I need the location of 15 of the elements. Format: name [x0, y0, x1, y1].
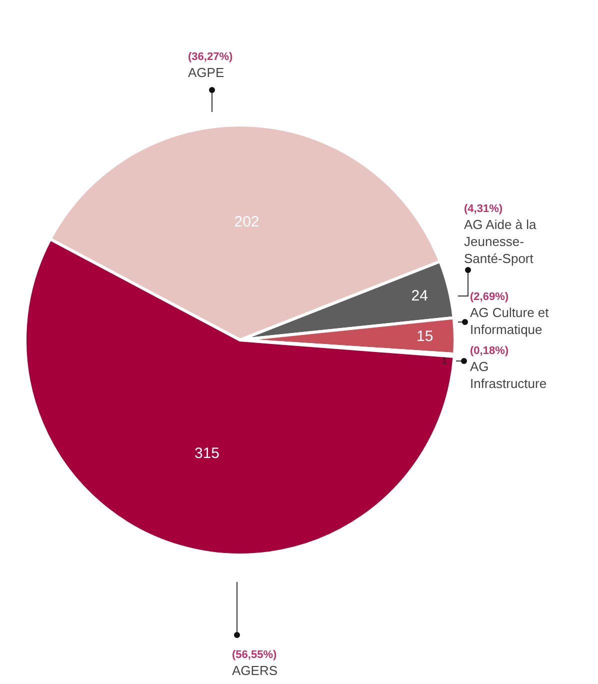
- slice-label: AG Infrastructure: [470, 359, 547, 391]
- slice-label: AG Culture et Informatique: [470, 305, 550, 337]
- data-label: 315: [194, 445, 220, 462]
- text: (56,55%): [232, 649, 277, 661]
- data-label: 202: [234, 213, 260, 230]
- slice-label: AGERS: [232, 663, 278, 678]
- text: (36,27%): [188, 51, 233, 63]
- text: (2,69%): [470, 291, 509, 303]
- text: (4,31%): [464, 203, 503, 215]
- data-label: 1: [442, 356, 447, 366]
- slice-label: AG Aide à la Jeunesse-Santé-Sport: [464, 217, 538, 266]
- data-label: 15: [416, 328, 434, 345]
- text: (0,18%): [470, 345, 509, 357]
- slice-label: AGPE: [188, 65, 224, 80]
- data-label: 24: [411, 288, 428, 305]
